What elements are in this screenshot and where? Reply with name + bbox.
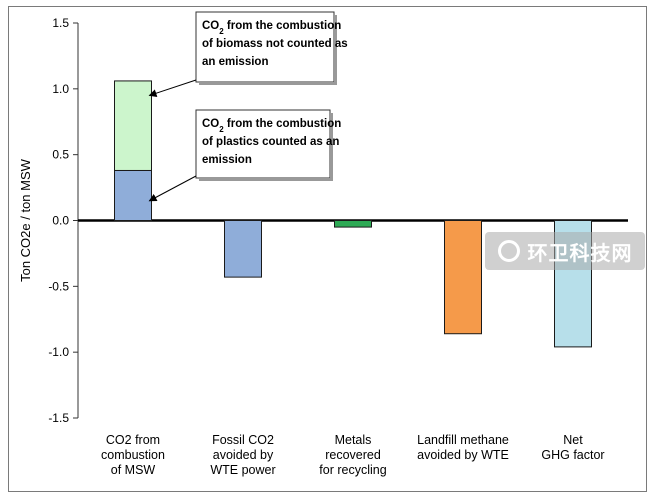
x-category-label-line: avoided by xyxy=(213,448,274,462)
bar-segment xyxy=(114,169,152,221)
x-category-label-line: Metals xyxy=(335,433,372,447)
bar-segment xyxy=(334,220,372,228)
watermark-logo-icon xyxy=(497,240,520,262)
bar-segment xyxy=(444,220,482,335)
annotation-box xyxy=(195,109,331,179)
x-category-label-line: WTE power xyxy=(210,463,275,477)
annotation-arrow xyxy=(148,175,197,202)
x-category-label-line: recovered xyxy=(325,448,381,462)
annotation-arrow xyxy=(148,79,197,98)
x-category-label: Landfill methane avoided by WTE xyxy=(417,433,509,462)
watermark: 环卫科技网 xyxy=(485,232,645,270)
y-axis-label: Ton CO2e / ton MSW xyxy=(18,158,33,282)
x-category-label-line: Landfill methane xyxy=(417,433,509,447)
x-category-label-line: of MSW xyxy=(111,463,156,477)
annotation-text-part: emission xyxy=(202,154,252,166)
annotation-shadow xyxy=(334,15,337,85)
x-category-label: CO2 from combustion of MSW xyxy=(101,433,165,477)
x-category-label-line: for recycling xyxy=(319,463,386,477)
y-tick-label: -0.5 xyxy=(48,279,69,293)
bar-segment xyxy=(114,80,152,171)
annotation-text: CO2 from the combustion of plastics count… xyxy=(202,118,341,166)
x-category-label-line: combustion xyxy=(101,448,165,462)
x-category-label-line: CO2 from xyxy=(106,433,160,447)
annotation-text-part: from the combustion xyxy=(224,118,342,130)
annotation-shadow xyxy=(330,113,333,181)
annotation-text-part: of biomass not counted as xyxy=(202,38,348,50)
annotation-text-part: 2 xyxy=(219,125,224,134)
y-tick-label: 1.5 xyxy=(52,16,69,30)
annotation-text-part: CO xyxy=(202,20,219,32)
y-tick-label: 1.0 xyxy=(52,82,69,96)
x-category-label: Metals recovered for recycling xyxy=(319,433,386,477)
annotation-text-part: 2 xyxy=(219,27,224,36)
annotation-box xyxy=(195,11,335,83)
x-category-label: Net GHG factor xyxy=(541,433,604,462)
x-category-label-line: Net xyxy=(563,433,583,447)
annotation-text-part: of plastics counted as an xyxy=(202,136,339,148)
y-tick-label: 0.0 xyxy=(52,214,69,228)
annotation-text-part: from the combustion xyxy=(224,20,342,32)
x-category-label: Fossil CO2 avoided by WTE power xyxy=(210,433,275,477)
bar-segment xyxy=(224,220,262,278)
annotation-text-part: CO xyxy=(202,118,219,130)
watermark-text: 环卫科技网 xyxy=(527,240,633,265)
x-category-label-line: GHG factor xyxy=(541,448,604,462)
y-tick-label: 0.5 xyxy=(52,148,69,162)
x-category-label-line: Fossil CO2 xyxy=(212,433,274,447)
x-category-label-line: avoided by WTE xyxy=(417,448,509,462)
y-tick-label: -1.0 xyxy=(48,345,69,359)
annotation-text-part: an emission xyxy=(202,56,268,68)
annotation-shadow xyxy=(199,82,337,85)
annotation-shadow xyxy=(199,178,333,181)
y-tick-label: -1.5 xyxy=(48,411,69,425)
annotation-text: CO2 from the combustion of biomass not co… xyxy=(202,20,348,68)
